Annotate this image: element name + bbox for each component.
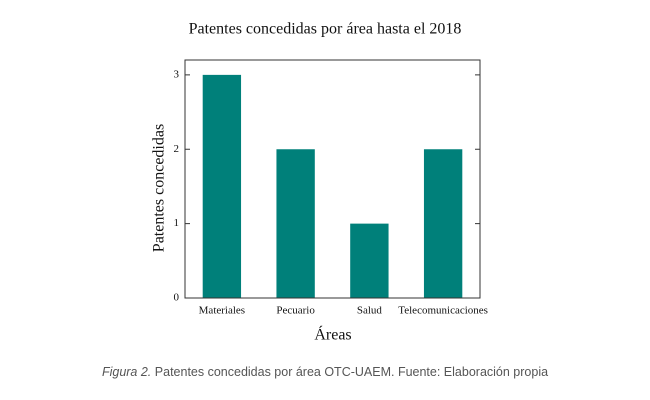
bar	[276, 149, 315, 298]
x-tick-label: Telecomunicaciones	[398, 305, 488, 317]
caption-label: Figura 2.	[102, 365, 151, 379]
bar	[350, 223, 389, 298]
bar	[423, 149, 463, 298]
y-axis-label: Patentes concedidas	[151, 124, 168, 252]
caption: Figura 2. Patentes concedidas por área O…	[102, 365, 548, 379]
chart-title: Patentes concedidas por área hasta el 20…	[189, 21, 462, 38]
x-tick-label: Pecuario	[276, 305, 315, 317]
y-tick-label: 3	[174, 68, 180, 80]
plot-frame	[184, 59, 481, 299]
x-tick-label: Materiales	[199, 305, 245, 317]
x-tick-label: Salud	[357, 305, 383, 317]
y-tick-label: 2	[174, 143, 180, 155]
y-tick-label: 0	[174, 292, 180, 304]
y-tick-label: 1	[174, 217, 180, 229]
caption-text: Patentes concedidas por área OTC-UAEM. F…	[155, 365, 548, 379]
x-axis-label: Áreas	[314, 325, 351, 344]
bar	[202, 74, 242, 298]
